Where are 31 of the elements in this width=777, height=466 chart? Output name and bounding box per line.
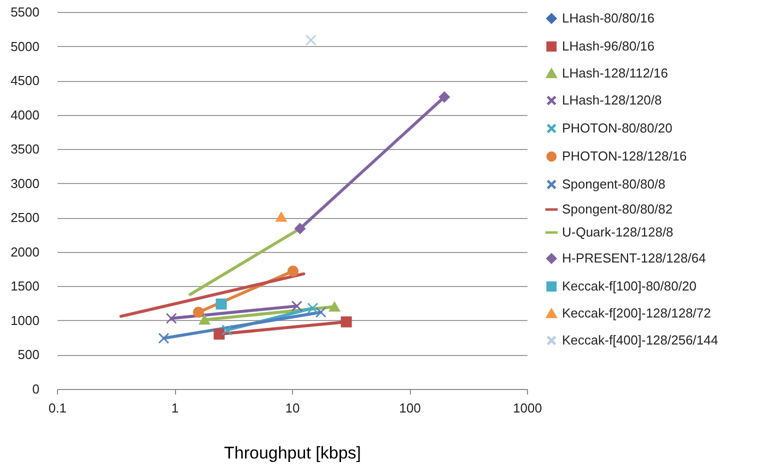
x-tick-label: 100 (399, 400, 421, 416)
legend-label: LHash-96/80/16 (562, 38, 655, 54)
legend-label: Spongent-80/80/82 (562, 202, 673, 216)
legend-label: Keccak-f[100]-80/80/20 (562, 278, 696, 294)
x-axis-title: Throughput [kbps] (224, 444, 362, 462)
y-tick-label: 1000 (10, 312, 40, 328)
legend-label: LHash-80/80/16 (562, 10, 655, 26)
y-tick-label: 0 (32, 382, 40, 396)
x-tick-label: 0.1 (48, 400, 67, 416)
legend-label: LHash-128/120/8 (562, 92, 662, 108)
y-tick-label: 2500 (10, 210, 40, 226)
legend-label: PHOTON-80/80/20 (562, 120, 672, 136)
x-tick-label: 10 (285, 400, 300, 416)
legend-label: PHOTON-128/128/16 (562, 148, 687, 164)
legend-label: H-PRESENT-128/128/64 (562, 250, 706, 266)
legend-label: U-Quark-128/128/8 (562, 224, 674, 240)
y-tick-label: 2000 (10, 244, 40, 260)
legend-label: LHash-128/112/16 (562, 66, 668, 80)
y-tick-label: 4500 (10, 73, 40, 88)
legend-label: Keccak-f[400]-128/256/144 (562, 332, 718, 348)
legend-label: Keccak-f[200]-128/128/72 (562, 306, 711, 320)
y-tick-label: 4000 (10, 107, 40, 122)
x-tick-label: 1000 (513, 400, 542, 416)
y-tick-label: 3000 (10, 176, 40, 191)
y-tick-label: 500 (18, 347, 40, 362)
x-tick-label: 1 (171, 400, 179, 416)
legend-label: Spongent-80/80/8 (562, 176, 666, 192)
y-tick-label: 5000 (10, 38, 40, 54)
y-tick-label: 1500 (10, 278, 40, 294)
y-tick-label: 5500 (10, 4, 40, 20)
y-tick-label: 3500 (10, 142, 40, 157)
